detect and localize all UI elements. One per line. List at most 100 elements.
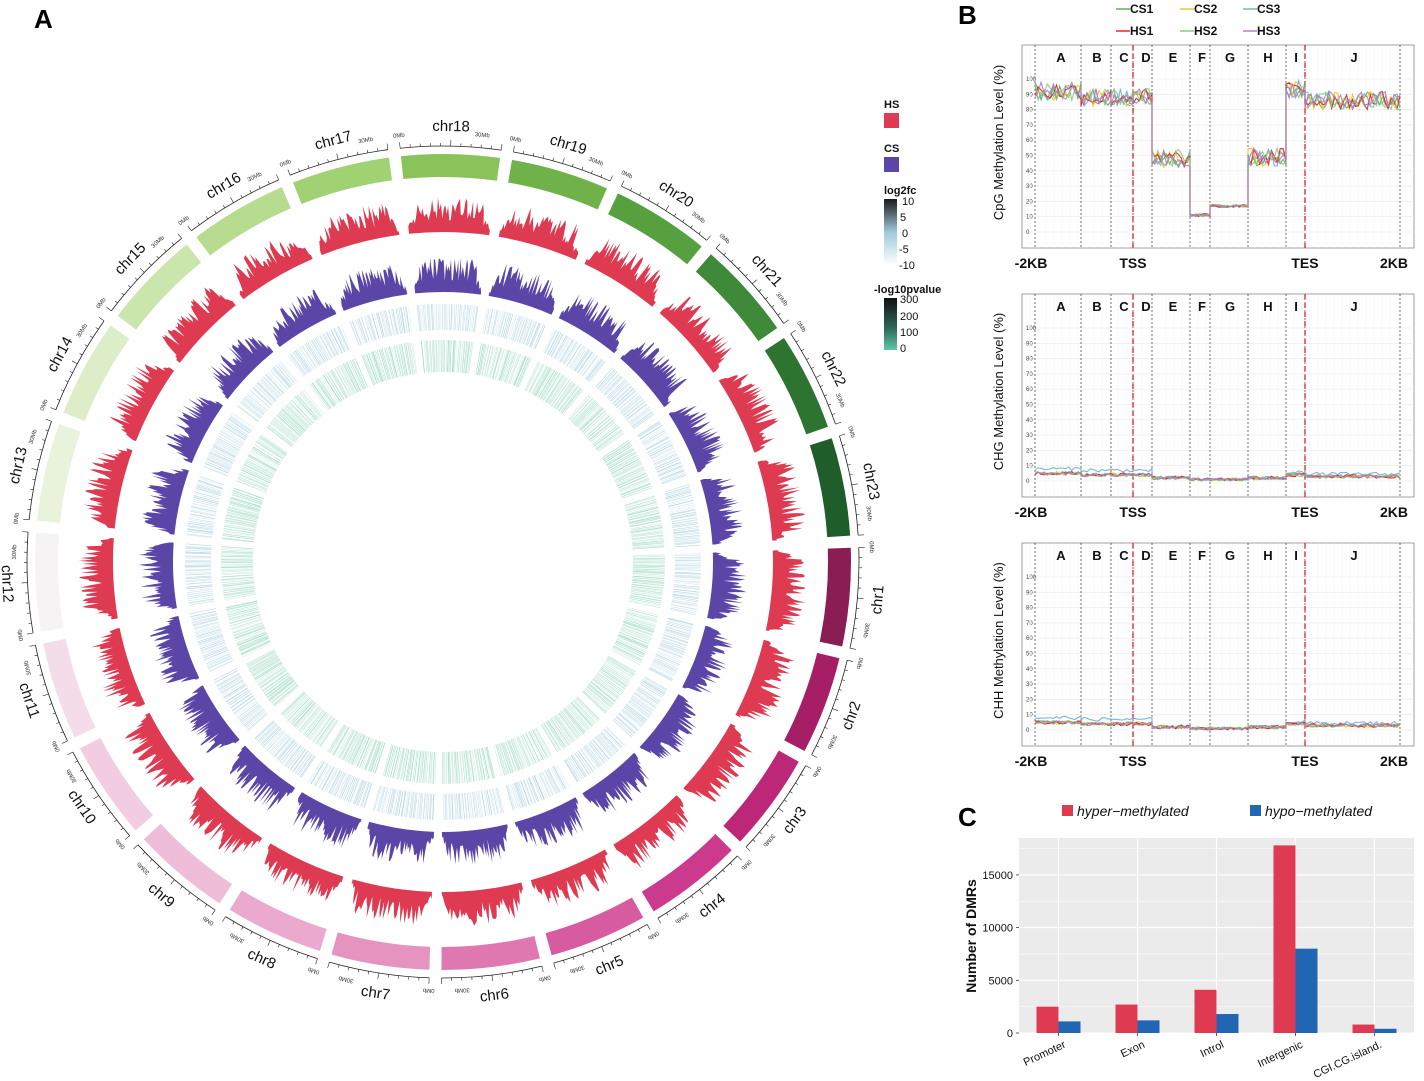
- pvalue-heatmap: [513, 355, 526, 386]
- pvalue-heatmap: [619, 632, 650, 645]
- pvalue-heatmap: [632, 569, 665, 572]
- scale-tick: [106, 307, 112, 312]
- pvalue-heatmap: [348, 360, 363, 391]
- pvalue-heatmap: [516, 737, 530, 767]
- pvalue-heatmap: [311, 382, 332, 409]
- x-tick-label: -2KB: [1015, 504, 1048, 520]
- y-tick-label: 40: [1026, 169, 1033, 175]
- log2fc-heatmap: [238, 404, 260, 422]
- log2fc-heatmap: [674, 539, 701, 543]
- log2fc-heatmap: [252, 387, 273, 406]
- pvalue-heatmap: [223, 525, 256, 532]
- pvalue-heatmap: [609, 455, 639, 472]
- log2fc-heatmap: [196, 486, 222, 495]
- log2fc-heatmap: [510, 315, 519, 341]
- log2fc-heatmap: [188, 599, 215, 605]
- log2fc-heatmap: [666, 622, 693, 631]
- log2fc-heatmap: [641, 682, 664, 697]
- y-tick-label: 30: [1026, 184, 1033, 190]
- scale-tick: [357, 969, 360, 973]
- pvalue-heatmap: [428, 340, 432, 373]
- pvalue-heatmap: [245, 459, 275, 476]
- log2fc-heatmap: [454, 793, 457, 820]
- log2fc-heatmap: [544, 770, 557, 795]
- log2fc-heatmap: [243, 398, 264, 416]
- log2fc-heatmap: [492, 309, 499, 336]
- log2fc-heatmap: [605, 726, 625, 746]
- pvalue-heatmap: [221, 576, 254, 580]
- log2fc-heatmap: [491, 309, 498, 336]
- scale-arc: [400, 145, 502, 151]
- log2fc-heatmap: [313, 338, 327, 362]
- pvalue-heatmap: [272, 683, 298, 705]
- log2fc-heatmap: [669, 507, 696, 514]
- pvalue-heatmap: [524, 361, 539, 391]
- pvalue-heatmap: [627, 507, 659, 516]
- y-tick-label: 40: [1026, 418, 1033, 424]
- log2fc-heatmap: [233, 697, 256, 714]
- log2fc-heatmap: [255, 720, 275, 740]
- pvalue-heatmap: [583, 688, 609, 711]
- pvalue-heatmap: [222, 582, 255, 587]
- pvalue-heatmap: [626, 611, 658, 621]
- pvalue-heatmap: [230, 616, 262, 627]
- log2fc-heatmap: [203, 464, 229, 476]
- pvalue-heatmap: [369, 352, 381, 383]
- log2fc-heatmap: [363, 782, 373, 808]
- pvalue-heatmap: [597, 672, 624, 692]
- pvalue-heatmap: [631, 532, 664, 538]
- log2fc-heatmap: [244, 397, 265, 415]
- pvalue-heatmap: [573, 699, 596, 724]
- pvalue-heatmap: [566, 705, 589, 731]
- log2fc-heatmap: [335, 327, 347, 352]
- log2fc-heatmap: [624, 400, 645, 418]
- chr-label: chr12: [0, 565, 16, 603]
- pvalue-heatmap: [528, 731, 544, 761]
- scale-tick: [673, 213, 677, 217]
- log2fc-heatmap: [223, 426, 246, 441]
- pvalue-heatmap: [499, 350, 510, 381]
- log2fc-heatmap: [185, 576, 212, 580]
- pvalue-heatmap: [304, 710, 326, 737]
- log2fc-heatmap: [336, 773, 348, 798]
- pvalue-heatmap: [223, 528, 256, 534]
- log2fc-heatmap: [473, 306, 479, 333]
- pvalue-heatmap: [312, 382, 332, 409]
- pvalue-heatmap: [222, 585, 255, 591]
- log2fc-heatmap: [664, 630, 690, 639]
- log2fc-heatmap: [225, 422, 248, 437]
- log2fc-heatmap: [533, 775, 545, 800]
- scale-tick: [682, 219, 685, 223]
- log2fc-heatmap: [266, 731, 285, 751]
- log2fc-heatmap: [419, 792, 423, 819]
- x-tick-label: TSS: [1119, 255, 1146, 271]
- pvalue-heatmap: [251, 449, 280, 466]
- log2fc-heatmap: [195, 628, 222, 638]
- pvalue-heatmap: [596, 431, 623, 451]
- log2fc-heatmap: [198, 477, 224, 487]
- log2fc-heatmap: [244, 710, 266, 728]
- pvalue-heatmap: [478, 748, 486, 781]
- log2fc-heatmap: [393, 308, 399, 335]
- log2fc-heatmap: [383, 787, 391, 814]
- log2fc-heatmap: [546, 769, 559, 794]
- log2fc-heatmap: [487, 308, 493, 335]
- pvalue-heatmap: [227, 506, 259, 516]
- pvalue-heatmap: [359, 737, 372, 768]
- pvalue-heatmap: [226, 605, 259, 614]
- pvalue-heatmap: [242, 643, 272, 658]
- log2fc-heatmap: [580, 353, 597, 376]
- legend-pval-tick: 200: [900, 311, 918, 323]
- log2fc-heatmap: [428, 793, 431, 820]
- log2fc-heatmap: [488, 789, 495, 815]
- log2fc-heatmap: [349, 778, 360, 803]
- log2fc-heatmap: [418, 305, 422, 332]
- log2fc-heatmap: [197, 633, 223, 643]
- hs-density-track: [83, 448, 133, 529]
- region-label-e: E: [1169, 299, 1178, 314]
- pvalue-heatmap: [230, 497, 262, 508]
- log2fc-heatmap: [398, 790, 404, 817]
- pvalue-heatmap: [370, 741, 382, 773]
- pvalue-heatmap: [266, 426, 293, 447]
- log2fc-heatmap: [586, 358, 603, 380]
